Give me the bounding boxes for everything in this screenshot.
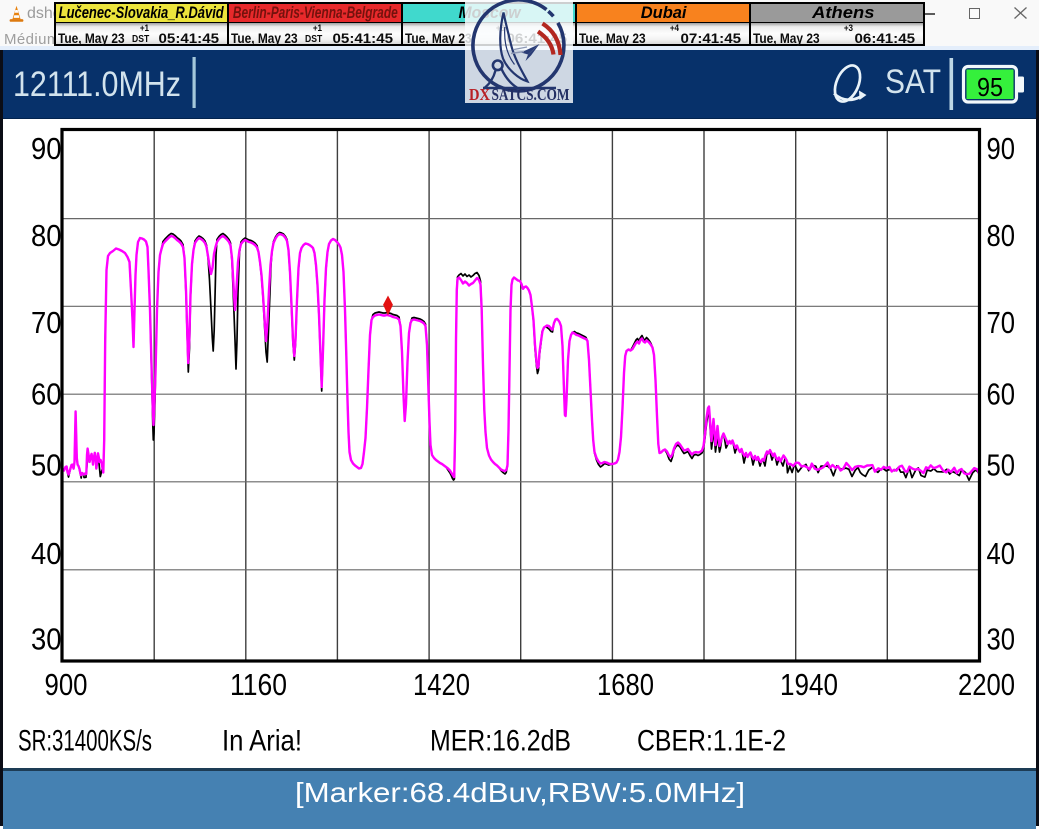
svg-text:1680: 1680 (597, 668, 654, 702)
svg-text:1940: 1940 (780, 668, 838, 702)
svg-text:40: 40 (987, 536, 1016, 571)
svg-text:60: 60 (987, 377, 1016, 412)
svg-text:12111.0MHz: 12111.0MHz (13, 64, 181, 104)
svg-text:95: 95 (977, 72, 1003, 102)
svg-text:30: 30 (987, 622, 1016, 657)
svg-text:50: 50 (31, 448, 62, 483)
svg-text:SATCS.COM: SATCS.COM (492, 85, 570, 103)
svg-text:SR:31400KS/s: SR:31400KS/s (18, 725, 152, 758)
svg-text:70: 70 (987, 305, 1016, 340)
svg-text:SAT: SAT (885, 63, 941, 101)
svg-text:DX: DX (469, 85, 491, 103)
svg-text:90: 90 (31, 131, 62, 166)
svg-text:CBER:1.1E-2: CBER:1.1E-2 (637, 725, 786, 758)
svg-text:1420: 1420 (413, 668, 470, 702)
svg-text:70: 70 (31, 305, 62, 340)
svg-text:In Aria!: In Aria! (222, 725, 302, 758)
svg-text:40: 40 (31, 536, 62, 571)
svg-text:2200: 2200 (958, 668, 1015, 702)
svg-text:90: 90 (987, 131, 1016, 166)
svg-text:80: 80 (31, 218, 62, 253)
svg-text:1160: 1160 (230, 668, 287, 702)
svg-text:80: 80 (987, 218, 1016, 253)
svg-text:60: 60 (31, 377, 62, 412)
svg-text:900: 900 (45, 668, 88, 702)
svg-text:50: 50 (987, 448, 1016, 483)
svg-text:[Marker:68.4dBuv,RBW:5.0MHz]: [Marker:68.4dBuv,RBW:5.0MHz] (295, 777, 745, 808)
svg-text:30: 30 (31, 622, 62, 657)
svg-text:MER:16.2dB: MER:16.2dB (430, 725, 571, 758)
